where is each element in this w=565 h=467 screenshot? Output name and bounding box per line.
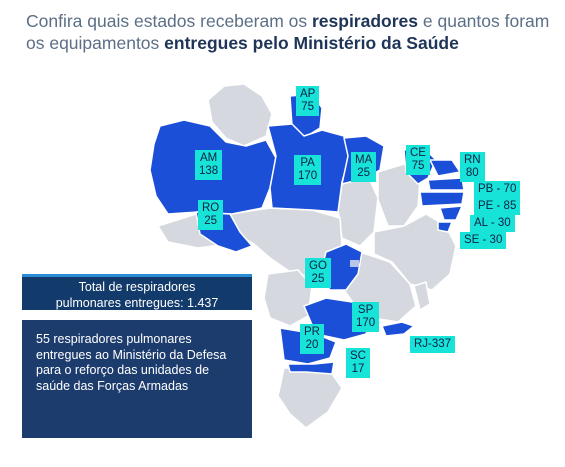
state-se <box>437 221 453 233</box>
total-line-2: pulmonares entregues: 1.437 <box>55 296 219 310</box>
state-rs <box>277 367 343 429</box>
total-line-1: Total de respiradores <box>78 280 196 294</box>
label-am: AM 138 <box>195 150 223 180</box>
info-box: 55 respiradores pulmonares entregues ao … <box>22 320 252 438</box>
federal-district <box>350 260 359 267</box>
total-box: Total de respiradores pulmonares entregu… <box>22 274 252 310</box>
label-rj: RJ-337 <box>410 336 456 353</box>
state-pe <box>419 191 465 207</box>
state-ba <box>373 213 457 291</box>
label-se: SE - 30 <box>460 232 507 249</box>
state-to <box>337 175 379 247</box>
state-rr <box>207 83 273 147</box>
label-pr: PR 20 <box>300 324 324 354</box>
state-rj <box>381 321 415 337</box>
state-es <box>413 281 431 311</box>
label-sp: SP 170 <box>352 302 380 332</box>
info-text: 55 respiradores pulmonares entregues ao … <box>36 332 227 393</box>
label-ap: AP 75 <box>296 86 320 116</box>
label-ce: CE 75 <box>406 145 430 175</box>
state-ms <box>263 269 313 327</box>
label-go: GO 25 <box>305 258 331 288</box>
label-pa: PA 170 <box>294 155 322 185</box>
label-pb: PB - 70 <box>474 181 521 198</box>
label-ma: MA 25 <box>351 152 377 182</box>
map-title: Confira quais estados receberam os respi… <box>26 11 550 53</box>
label-ro: RO 25 <box>198 200 224 230</box>
label-rn: RN 80 <box>460 152 485 182</box>
state-rn <box>429 159 461 177</box>
label-pe: PE - 85 <box>474 198 521 215</box>
state-al <box>439 205 463 221</box>
state-pb <box>427 177 465 191</box>
state-sc <box>287 361 335 375</box>
label-sc: SC 17 <box>346 348 370 378</box>
label-al: AL - 30 <box>470 215 515 232</box>
